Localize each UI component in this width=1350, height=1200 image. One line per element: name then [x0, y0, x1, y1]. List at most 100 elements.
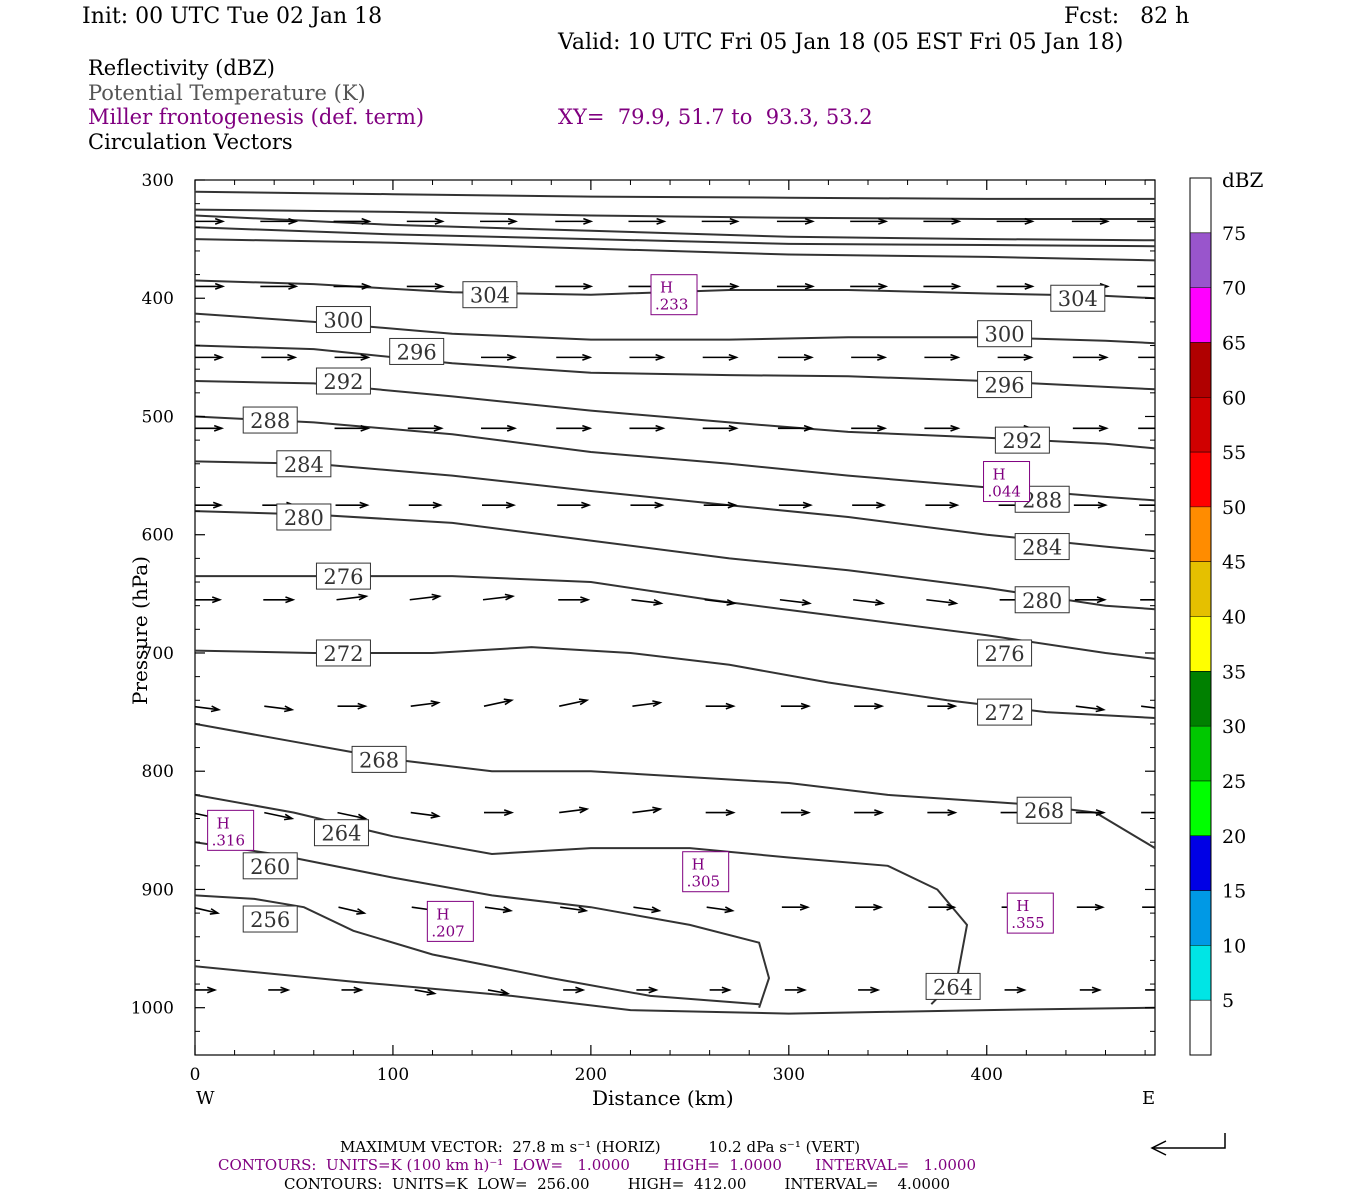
vector-arrow [410, 700, 441, 708]
vector-arrow [335, 501, 370, 509]
vector-head [580, 596, 591, 604]
vector-head [803, 424, 814, 432]
vector-head [575, 986, 586, 994]
label-box [315, 562, 371, 590]
vector-head [799, 903, 810, 911]
y-tick-label: 600 [142, 526, 174, 546]
axes: 300 400 500 600 700 800 900 1000 0 100 200 300 400 [131, 171, 1155, 1085]
vector-shaft [1141, 705, 1155, 709]
vector-arrow [263, 596, 296, 604]
vector-arrow [1141, 705, 1169, 711]
label-box [276, 503, 332, 531]
vector-arrow [482, 593, 516, 601]
isentrope-label-296: 296 [977, 371, 1033, 399]
vector-arrow [709, 986, 732, 994]
isentrope-unlabeled-15 [195, 226, 1155, 248]
colorbar-level: 20 [1222, 826, 1246, 848]
vector-shaft [409, 595, 440, 601]
vector-head [287, 353, 298, 361]
vector-head [951, 282, 962, 290]
vector-arrow [1072, 424, 1109, 432]
vector-arrow [630, 501, 665, 509]
isentrope-labels: 256 260 264 264 268 268 272 272 276 276 280 280 284 2… [242, 281, 1106, 1000]
colorbar-segment [1190, 178, 1211, 233]
vector-head [728, 424, 739, 432]
colorbar-level: 75 [1222, 223, 1246, 245]
isentrope-label-284: 284 [276, 450, 332, 478]
vector-shaft [195, 907, 218, 914]
vector-head [1161, 706, 1169, 711]
vector-head [430, 811, 441, 819]
vector-head [210, 705, 222, 713]
vector-shaft [337, 811, 366, 820]
x-tick-label: 200 [575, 1065, 607, 1085]
vector-head [504, 593, 516, 601]
isentrope-label-292: 292 [994, 426, 1050, 454]
vector-head [1164, 426, 1172, 431]
vector-arrow [408, 501, 443, 509]
vector-head [1095, 705, 1106, 713]
vector-arrow [195, 217, 226, 225]
colorbar-level: 60 [1222, 387, 1246, 409]
label-box [313, 819, 369, 847]
vector-head [503, 809, 515, 817]
vector-arrow [1071, 217, 1110, 225]
field-frontogenesis: Miller frontogenesis (def. term) [88, 105, 425, 129]
colorbar-segment [1190, 780, 1211, 836]
init-time: Init: 00 UTC Tue 02 Jan 18 [82, 4, 383, 29]
vector-head [433, 424, 444, 432]
isentrope-label-272: 272 [315, 639, 371, 667]
vector-head [873, 903, 884, 911]
vector-arrow [414, 988, 437, 996]
isentrope-label-260: 260 [242, 852, 298, 880]
vector-head [506, 353, 518, 361]
label-text: 280 [284, 506, 324, 530]
vector-head [361, 217, 372, 225]
y-tick-label: 1000 [131, 999, 174, 1019]
vector-arrow [851, 424, 888, 432]
vector-arrow [706, 906, 735, 914]
vector-arrow [632, 700, 663, 708]
vector-arrow [851, 353, 888, 361]
vector-arrow [487, 988, 511, 996]
isentrope-264 [195, 793, 969, 1005]
label-box [977, 639, 1033, 667]
label-text: 288 [1022, 488, 1062, 512]
frontogenesis-max: H.233 [650, 274, 698, 316]
vector-shaft [264, 811, 293, 820]
vector-arrow [629, 353, 666, 361]
label-text: 292 [323, 370, 363, 394]
max-vector-note: MAXIMUM VECTOR: 27.8 m s⁻¹ (HORIZ) 10.2 … [340, 1138, 861, 1156]
colorbar-segment [1190, 616, 1211, 672]
max-value: .233 [655, 296, 688, 314]
label-box [977, 698, 1033, 726]
vector-shaft [631, 598, 662, 605]
vector-shaft [410, 701, 439, 707]
vector-head [360, 424, 371, 432]
vector-arrow [629, 424, 666, 432]
isentrope-unlabeled-13 [195, 238, 1155, 262]
vector-head [353, 986, 364, 994]
vector-head [1024, 217, 1035, 225]
colorbar-level: 70 [1222, 278, 1246, 300]
vector-head [503, 698, 514, 706]
label-box [315, 306, 371, 334]
vector-head [651, 906, 662, 914]
label-box [242, 905, 298, 933]
vector-head [359, 501, 370, 509]
vector-head [1091, 986, 1102, 994]
y-axis-label: Pressure (hPa) [128, 556, 152, 705]
vector-head [430, 700, 441, 708]
vector-head [654, 501, 665, 509]
vector-arrow [1137, 285, 1155, 288]
vector-head [656, 217, 667, 225]
vector-arrow [555, 217, 594, 225]
vector-head [652, 806, 663, 814]
colorbar-level: 15 [1222, 881, 1246, 903]
vector-arrow [268, 986, 291, 994]
vector-head [582, 424, 593, 432]
vector-head [583, 282, 594, 290]
vector-arrow [407, 424, 444, 432]
vector-head [207, 986, 218, 994]
vector-head [870, 986, 881, 994]
